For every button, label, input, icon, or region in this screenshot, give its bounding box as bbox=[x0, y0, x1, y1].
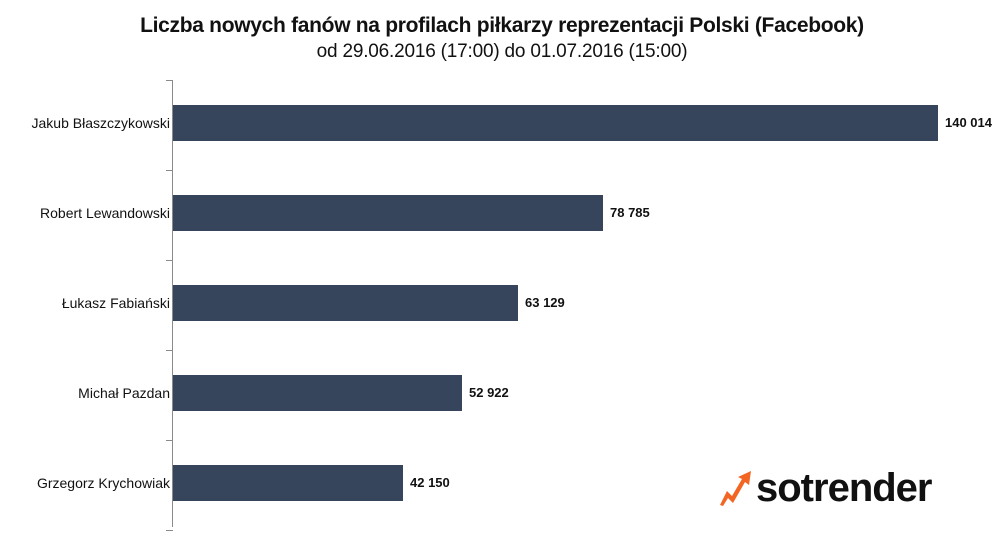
category-label: Jakub Błaszczykowski bbox=[31, 115, 171, 131]
category-label: Michał Pazdan bbox=[78, 385, 170, 401]
sotrender-logo: sotrender bbox=[718, 466, 932, 510]
bar bbox=[173, 105, 938, 141]
bar bbox=[173, 285, 518, 321]
y-axis-tick bbox=[166, 530, 173, 531]
y-axis-tick bbox=[166, 440, 173, 441]
value-label: 42 150 bbox=[410, 475, 450, 490]
y-axis-tick bbox=[166, 170, 173, 171]
category-label: Grzegorz Krychowiak bbox=[36, 475, 170, 491]
bar bbox=[173, 195, 603, 231]
bar bbox=[173, 375, 462, 411]
y-axis-tick bbox=[166, 350, 173, 351]
category-label: Łukasz Fabiański bbox=[61, 295, 170, 311]
category-label: Robert Lewandowski bbox=[40, 205, 170, 221]
trend-arrow-icon bbox=[720, 471, 751, 506]
chart-subtitle: od 29.06.2016 (17:00) do 01.07.2016 (15:… bbox=[316, 41, 688, 62]
chart-title: Liczba nowych fanów na profilach piłkarz… bbox=[140, 14, 864, 37]
value-label: 52 922 bbox=[469, 385, 509, 400]
y-axis-line bbox=[172, 80, 173, 527]
value-label: 78 785 bbox=[610, 205, 650, 220]
y-axis-tick bbox=[166, 80, 173, 81]
logo-text: sotrender bbox=[756, 466, 932, 510]
value-label: 63 129 bbox=[525, 295, 565, 310]
value-label: 140 014 bbox=[945, 115, 992, 130]
bar bbox=[173, 465, 403, 501]
y-axis-tick bbox=[166, 260, 173, 261]
